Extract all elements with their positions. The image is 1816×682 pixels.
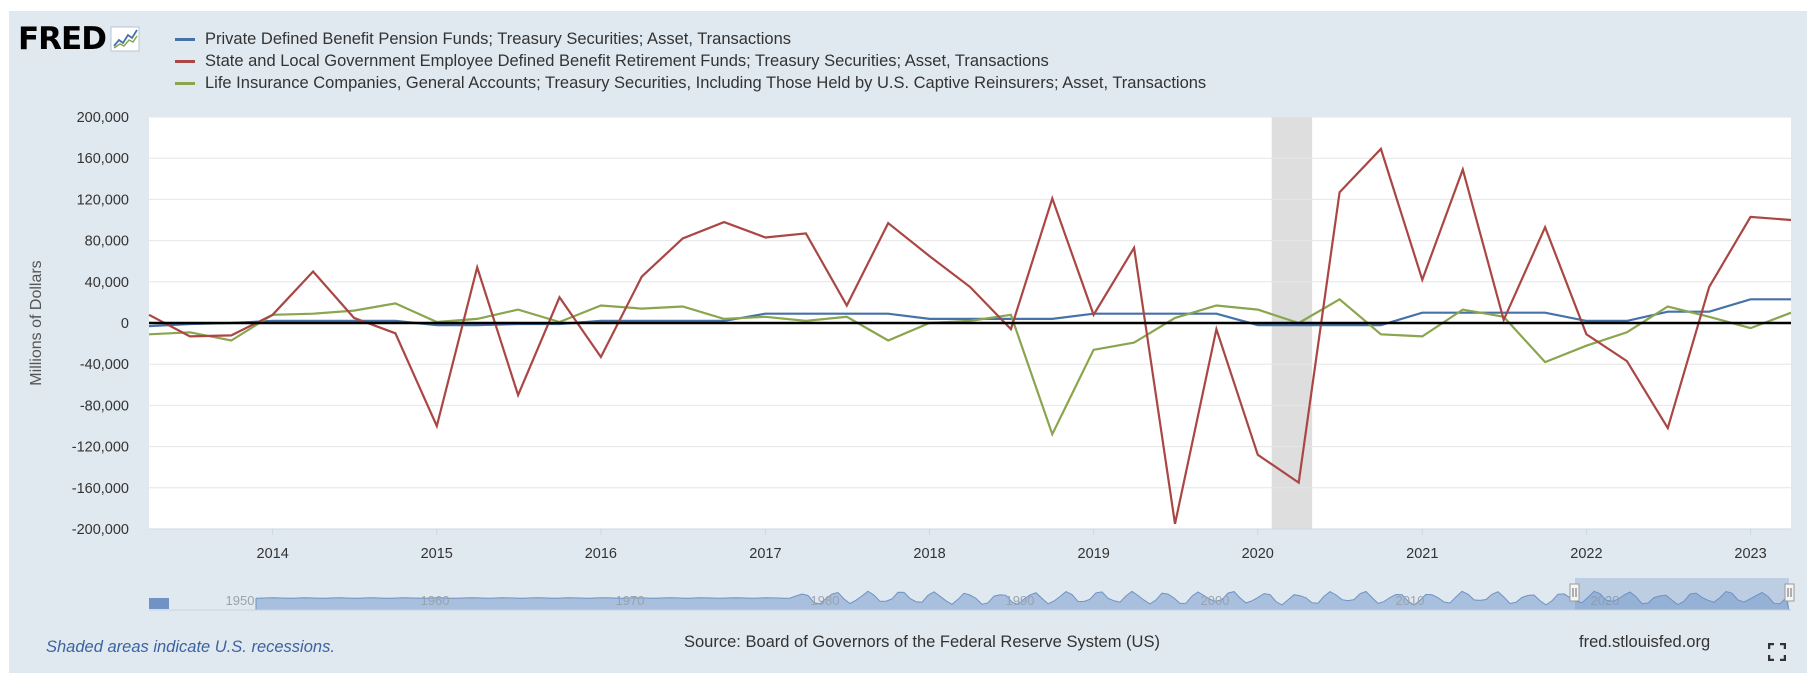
range-navigator[interactable]: 1950 1960 1970 1980 1990 2000 2010 2020 [149,577,1795,611]
fred-chart-logo-icon [110,26,140,52]
legend-item-series-3[interactable]: Life Insurance Companies, General Accoun… [175,72,1206,94]
series-line-2[interactable] [148,146,1792,525]
navigator-left-handle[interactable] [1569,583,1580,602]
y-tick-label: 0 [121,316,129,332]
legend-item-series-2[interactable]: State and Local Government Employee Defi… [175,50,1206,72]
legend-item-series-1[interactable]: Private Defined Benefit Pension Funds; T… [175,28,1206,50]
x-tick-label: 2020 [1242,546,1274,562]
navigator-year-label: 1960 [421,593,450,608]
axis-layer: 200,000 160,000 120,000 80,000 40,000 0 -40,00… [28,110,1791,562]
x-tick-label: 2019 [1078,546,1110,562]
x-tick-label: 2015 [421,546,453,562]
legend-swatch-series-1 [175,37,195,41]
x-tick-label: 2022 [1570,546,1602,562]
fred-logo[interactable]: FRED [18,21,140,57]
y-tick-label: -160,000 [72,481,129,497]
legend: Private Defined Benefit Pension Funds; T… [175,28,1206,94]
navigator-year-label: 1970 [616,593,645,608]
y-axis-label: Millions of Dollars [28,260,45,385]
navigator-left-stub [149,598,169,609]
x-tick-label: 2018 [913,546,945,562]
navigator-series-area [255,590,1790,611]
y-tick-label: 200,000 [77,110,129,126]
logo-text: FRED [18,21,107,57]
legend-label-series-2: State and Local Government Employee Defi… [205,51,1049,70]
series-line-3[interactable] [148,297,1792,438]
navigator-year-label: 1980 [811,593,840,608]
x-tick-label: 2017 [749,546,781,562]
y-tick-label: -120,000 [72,440,129,456]
navigator-year-label: 2000 [1201,593,1230,608]
y-tick-label: 120,000 [77,192,129,208]
legend-label-series-1: Private Defined Benefit Pension Funds; T… [205,29,792,48]
recession-note: Shaded areas indicate U.S. recessions. [46,638,335,656]
y-tick-label: -40,000 [80,357,129,373]
navigator-year-label: 2020 [1591,593,1620,608]
x-tick-label: 2021 [1406,546,1438,562]
x-tick-label: 2023 [1734,546,1766,562]
site-url[interactable]: fred.stlouisfed.org [1579,633,1711,651]
navigator-year-label: 2010 [1396,593,1425,608]
y-tick-label: -80,000 [80,398,129,414]
series-layer [148,146,1792,525]
navigator-selection[interactable] [1575,578,1789,610]
legend-swatch-series-3 [175,81,195,85]
source-text: Source: Board of Governors of the Federa… [684,633,1160,651]
navigator-year-labels: 1950 1960 1970 1980 1990 2000 2010 2020 [226,593,1620,608]
y-tick-label: 160,000 [77,151,129,167]
navigator-year-label: 1950 [226,593,255,608]
legend-swatch-series-2 [175,59,195,63]
y-tick-label: -200,000 [72,522,129,538]
navigator-right-handle[interactable] [1784,583,1795,602]
x-tick-label: 2014 [257,546,289,562]
y-tick-label: 40,000 [85,275,129,291]
legend-label-series-3: Life Insurance Companies, General Accoun… [205,73,1207,92]
y-tick-label: 80,000 [85,234,129,250]
navigator-year-label: 1990 [1006,593,1035,608]
fullscreen-icon[interactable] [1768,643,1786,661]
x-tick-label: 2016 [585,546,617,562]
